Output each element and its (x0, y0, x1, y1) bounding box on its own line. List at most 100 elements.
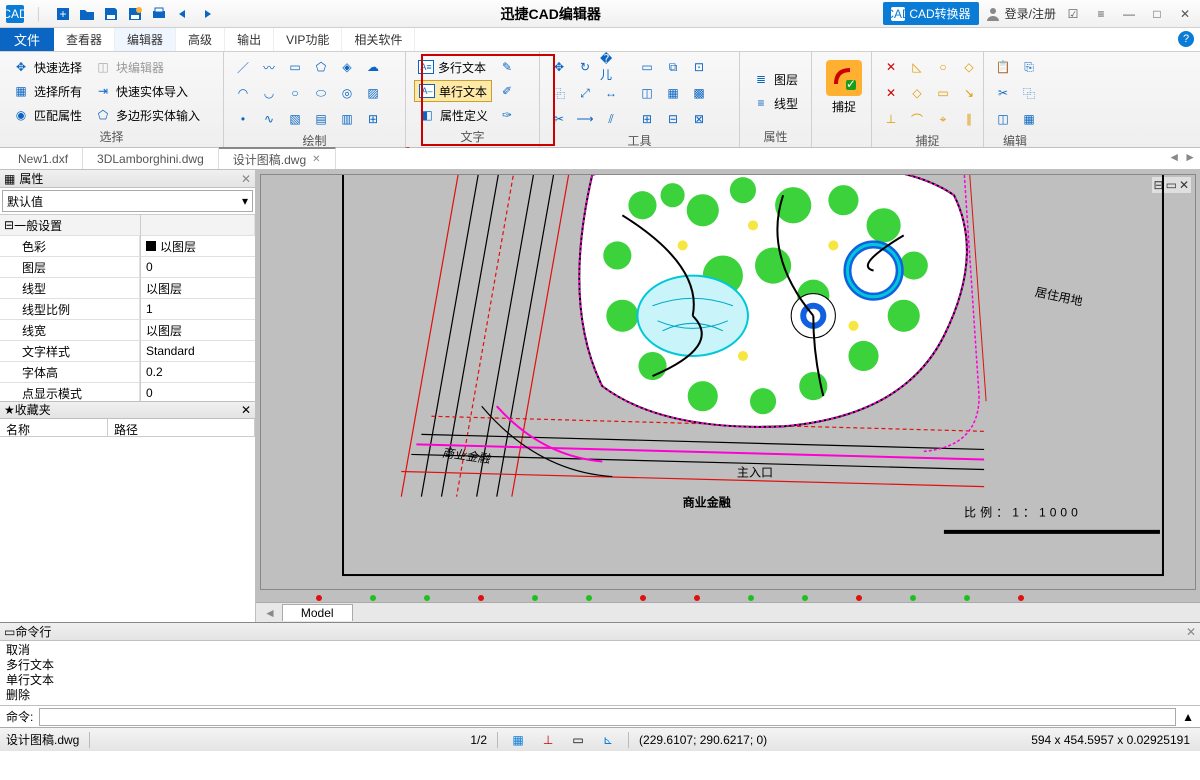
close-fav-icon[interactable]: ✕ (241, 403, 251, 417)
clipboard-icon[interactable]: 📋 (992, 56, 1014, 78)
cmd-scroll-up-icon[interactable]: ▲ (1182, 710, 1194, 724)
layer-button[interactable]: ≣图层 (748, 68, 802, 90)
snap-ext-icon[interactable]: ▭ (932, 82, 954, 104)
t7-icon[interactable]: ⊞ (636, 108, 658, 130)
t3-icon[interactable]: ⊡ (688, 56, 710, 78)
d5-icon[interactable]: ▥ (336, 108, 358, 130)
snap-quad-icon[interactable]: ✕ (880, 82, 902, 104)
tab-scroll[interactable]: ◄► (1168, 150, 1196, 164)
region-icon[interactable]: ▧ (284, 108, 306, 130)
save-icon[interactable] (100, 3, 122, 25)
snap-node-icon[interactable]: ◇ (958, 56, 980, 78)
point-icon[interactable]: • (232, 108, 254, 130)
prop-row[interactable]: 线型以图层 (0, 278, 255, 299)
ortho-icon[interactable]: ▭ (568, 730, 588, 750)
close-tab-icon[interactable]: ✕ (312, 154, 320, 165)
t5-icon[interactable]: ▦ (662, 82, 684, 104)
new-icon[interactable]: + (52, 3, 74, 25)
trim-icon[interactable]: ✂ (548, 108, 570, 130)
t9-icon[interactable]: ⊠ (688, 108, 710, 130)
rotate-icon[interactable]: ↻ (574, 56, 596, 78)
doctab-0[interactable]: New1.dxf (4, 148, 83, 169)
copy2-icon[interactable]: ⿻ (1018, 82, 1040, 104)
login-button[interactable]: 登录/注册 (985, 5, 1056, 22)
mirror-icon[interactable]: �儿 (600, 56, 622, 78)
linetype-button[interactable]: ≡线型 (748, 92, 802, 114)
drawing-canvas[interactable]: ⊟▭✕ (260, 174, 1196, 590)
tab-related[interactable]: 相关软件 (342, 28, 415, 51)
tab-editor[interactable]: 编辑器 (115, 28, 176, 51)
match-props-button[interactable]: ◉匹配属性 (8, 104, 86, 126)
model-tab[interactable]: Model (282, 604, 353, 621)
polyline-icon[interactable]: 〰 (258, 56, 280, 78)
grid-icon[interactable]: ▦ (508, 730, 528, 750)
text-edit3-icon[interactable]: ✑ (496, 104, 518, 126)
command-input[interactable] (39, 708, 1176, 726)
prop-row[interactable]: 图层0 (0, 257, 255, 278)
prop-row[interactable]: 字体高0.2 (0, 362, 255, 383)
help-icon[interactable]: ? (1178, 31, 1194, 47)
snap-end-icon[interactable]: ✕ (880, 56, 902, 78)
tab-vip[interactable]: VIP功能 (274, 28, 342, 51)
circle-icon[interactable]: ○ (284, 82, 306, 104)
axis-icon[interactable]: ⊾ (598, 730, 618, 750)
poly-input-button[interactable]: ⬠多边形实体输入 (90, 104, 204, 126)
menu-icon[interactable]: ≡ (1090, 3, 1112, 25)
snap-big-button[interactable]: ✓ 捕捉 (820, 56, 868, 119)
print-icon[interactable] (148, 3, 170, 25)
line-icon[interactable]: ／ (232, 56, 254, 78)
prop-row[interactable]: 色彩以图层 (0, 236, 255, 257)
spline-icon[interactable]: ∿ (258, 108, 280, 130)
poly-icon[interactable]: ⬠ (310, 56, 332, 78)
snap-near-icon[interactable]: ⌖ (932, 108, 954, 130)
prop-row[interactable]: 线型比例1 (0, 299, 255, 320)
cad-converter-button[interactable]: CADCAD转换器 (883, 2, 978, 25)
tab-viewer[interactable]: 查看器 (54, 28, 115, 51)
d6-icon[interactable]: ⊞ (362, 108, 384, 130)
prop-selector[interactable]: 默认值▾ (2, 190, 253, 212)
close-panel-icon[interactable]: ✕ (241, 172, 251, 186)
tab-output[interactable]: 输出 (225, 28, 274, 51)
maximize-icon[interactable]: □ (1146, 3, 1168, 25)
close-cmd-icon[interactable]: ✕ (1186, 625, 1196, 639)
donut-icon[interactable]: ◎ (336, 82, 358, 104)
snap-perp-icon[interactable]: ⊥ (880, 108, 902, 130)
singleline-text-button[interactable]: A–单行文本 (414, 80, 492, 102)
saveas-icon[interactable] (124, 3, 146, 25)
tab-left-icon[interactable]: ◄ (264, 606, 276, 620)
cut-icon[interactable]: ✂ (992, 82, 1014, 104)
stretch-icon[interactable]: ↔ (600, 82, 622, 104)
prop-row[interactable]: 点显示模式0 (0, 383, 255, 401)
rect-icon[interactable]: ▭ (284, 56, 306, 78)
file-menu[interactable]: 文件 (0, 28, 54, 51)
extend-icon[interactable]: ⟶ (574, 108, 596, 130)
scale-icon[interactable]: ⤢ (574, 82, 596, 104)
open-icon[interactable] (76, 3, 98, 25)
tab-advanced[interactable]: 高级 (176, 28, 225, 51)
undo-icon[interactable] (172, 3, 194, 25)
snap-tan-icon[interactable]: ⌒ (906, 108, 928, 130)
t2-icon[interactable]: ⧉ (662, 56, 684, 78)
t8-icon[interactable]: ⊟ (662, 108, 684, 130)
t6-icon[interactable]: ▩ (688, 82, 710, 104)
shape1-icon[interactable]: ◈ (336, 56, 358, 78)
ellipse-icon[interactable]: ⬭ (310, 82, 332, 104)
arc-icon[interactable]: ◠ (232, 82, 254, 104)
snap-par-icon[interactable]: ∥ (958, 108, 980, 130)
t1-icon[interactable]: ▭ (636, 56, 658, 78)
redo-icon[interactable] (196, 3, 218, 25)
d4-icon[interactable]: ▤ (310, 108, 332, 130)
snap-mid-icon[interactable]: ◺ (906, 56, 928, 78)
text-edit2-icon[interactable]: ✐ (496, 80, 518, 102)
select-all-button[interactable]: ▦选择所有 (8, 80, 86, 102)
attr-def-button[interactable]: ◧属性定义 (414, 104, 492, 126)
e2-icon[interactable]: ▦ (1018, 108, 1040, 130)
doctab-2[interactable]: 设计图稿.dwg✕ (219, 147, 336, 169)
offset-icon[interactable]: ⫽ (600, 108, 622, 130)
snap-cen-icon[interactable]: ○ (932, 56, 954, 78)
snap-int-icon[interactable]: ◇ (906, 82, 928, 104)
copy-icon[interactable]: ⿻ (548, 82, 570, 104)
e1-icon[interactable]: ◫ (992, 108, 1014, 130)
prop-row[interactable]: 文字样式Standard (0, 341, 255, 362)
quick-select-button[interactable]: ✥快速选择 (8, 56, 86, 78)
